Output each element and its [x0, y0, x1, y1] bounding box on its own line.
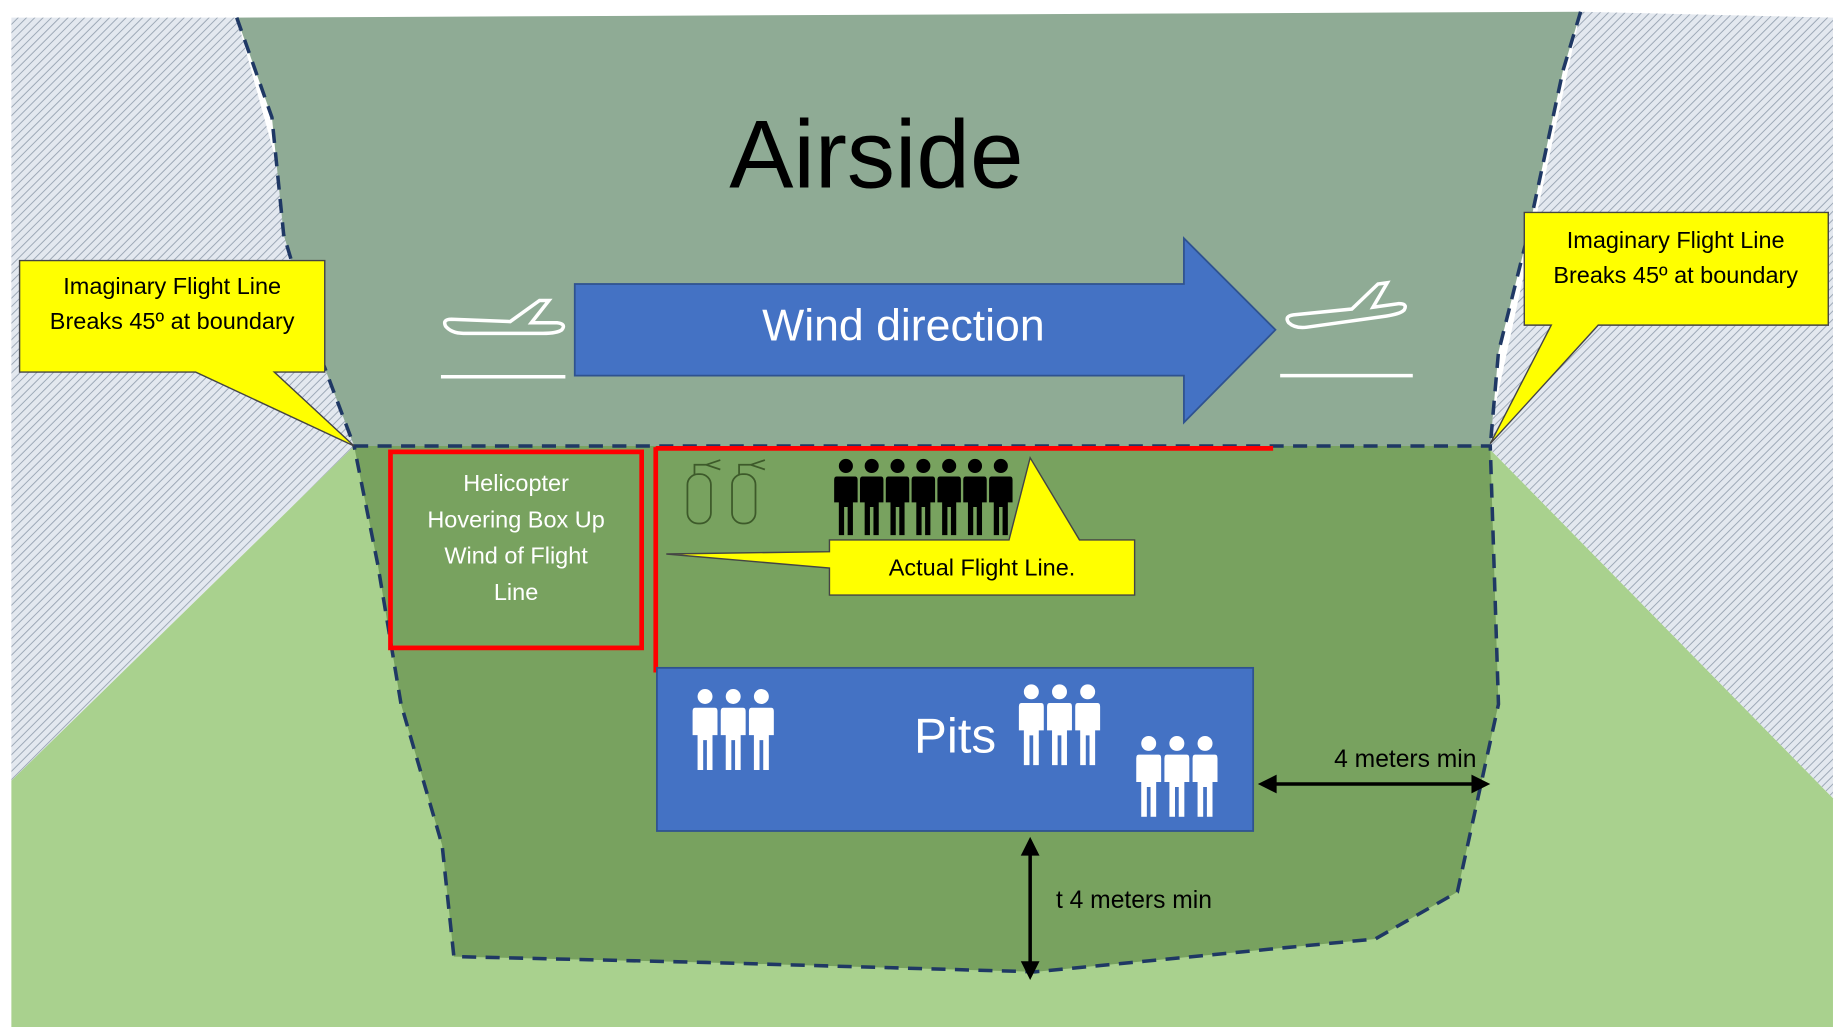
hatched-zone-right	[1486, 11, 1833, 799]
callout	[1489, 211, 1829, 445]
callout-text: Breaks 45º at boundary	[1553, 262, 1798, 288]
title: Airside	[729, 101, 1023, 208]
dimension-arrows	[1020, 774, 1491, 981]
dimension-label: t 4 meters min	[1056, 887, 1212, 914]
boundary	[235, 17, 356, 447]
callout-text: Breaks 45º at boundary	[50, 308, 295, 334]
callout	[18, 259, 355, 447]
extinguishers	[686, 459, 766, 525]
callout-text: Imaginary Flight Line	[1567, 227, 1785, 253]
callout-text: Actual Flight Line.	[889, 554, 1076, 580]
dimension-label: 4 meters min	[1334, 746, 1476, 773]
heli-text: Wind of Flight	[444, 543, 588, 569]
boundary	[1488, 11, 1583, 447]
pits-label: Pits	[914, 708, 996, 763]
heli-text: Hovering Box Up	[427, 506, 604, 532]
hatched-zone-left	[11, 17, 355, 781]
wind-arrow	[573, 236, 1277, 425]
heli-text: Helicopter	[463, 470, 569, 496]
heli-text: Line	[494, 579, 538, 605]
heli-box	[388, 449, 645, 651]
airside-zone	[236, 11, 1581, 447]
callout-text: Imaginary Flight Line	[63, 273, 281, 299]
callout	[666, 455, 1136, 596]
wind-label: Wind direction	[762, 301, 1045, 350]
